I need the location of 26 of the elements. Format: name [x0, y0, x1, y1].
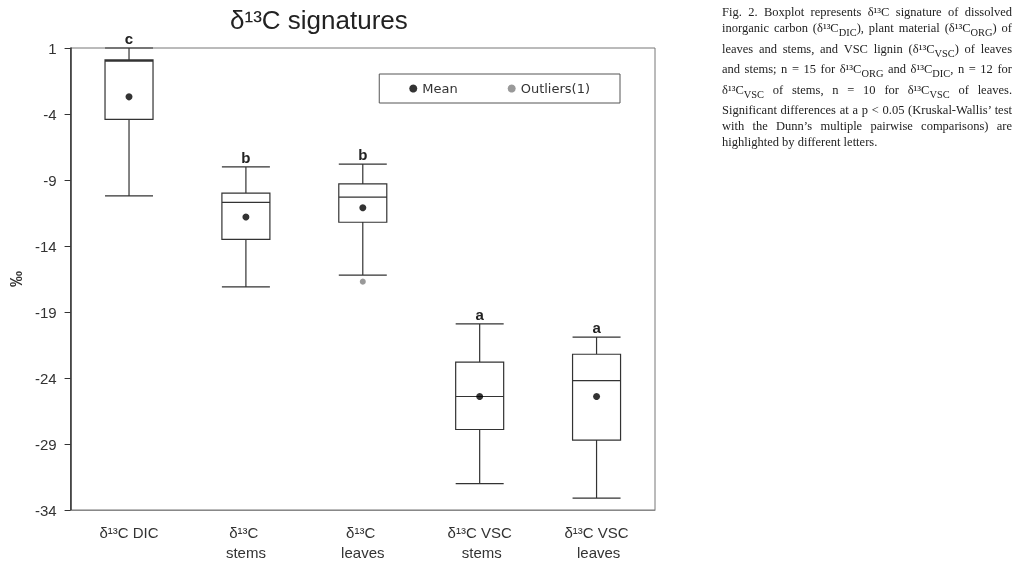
y-tick-label: -4	[43, 105, 57, 123]
y-tick-label: -19	[34, 303, 57, 321]
annotation: b	[358, 146, 368, 164]
x-tick-label: δ¹³C leaves	[341, 523, 385, 561]
annotation: a	[475, 305, 485, 323]
x-tick-label: δ¹³C DIC	[99, 523, 159, 541]
y-tick-label: -29	[34, 435, 57, 453]
x-tick-label: δ¹³C stems	[225, 523, 266, 561]
y-axis-title: ‰	[7, 271, 25, 287]
y-tick-label: 1	[48, 39, 57, 57]
y-tick-label: -9	[43, 171, 57, 189]
annotation: b	[241, 148, 251, 166]
annotation: c	[124, 30, 134, 47]
legend-label: Outliers(1)	[520, 81, 591, 96]
text: Fig. 2. Boxplot represents δ¹³C signature of dissolved inorganic carbon (δ¹³C$_{DIC}$), plant material (δ¹³C$_{ORG}$) of leaves and stems, and VSC lignin (δ¹³C$_{VSC}$) of leaves and stems; n = 15 for δ¹³C$_{ORG}$ and δ¹³C$_{DIC}$, n = 12 for δ¹³C$_{VSC}$ of stems, n = 10 for δ¹³C$_{VSC}$ of leaves. Significant differences at a p < 0.05 (Kruskal-Wallis’ test with the Dunn’s multiple pairwise comparisons) are highlighted by different letters.	[722, 5, 1013, 149]
y-tick-label: -34	[34, 501, 57, 519]
x-tick-label: δ¹³C VSC leaves	[564, 523, 629, 561]
annotation: a	[592, 319, 602, 337]
point	[593, 392, 601, 400]
point	[476, 392, 484, 400]
x-tick-label: δ¹³C VSC stems	[447, 523, 512, 561]
y-tick-label: -24	[34, 369, 57, 387]
y-tick-label: -14	[34, 237, 57, 255]
point	[359, 204, 367, 212]
chart-title: δ¹³C signatures	[230, 5, 408, 35]
legend-label: Mean	[422, 81, 458, 96]
